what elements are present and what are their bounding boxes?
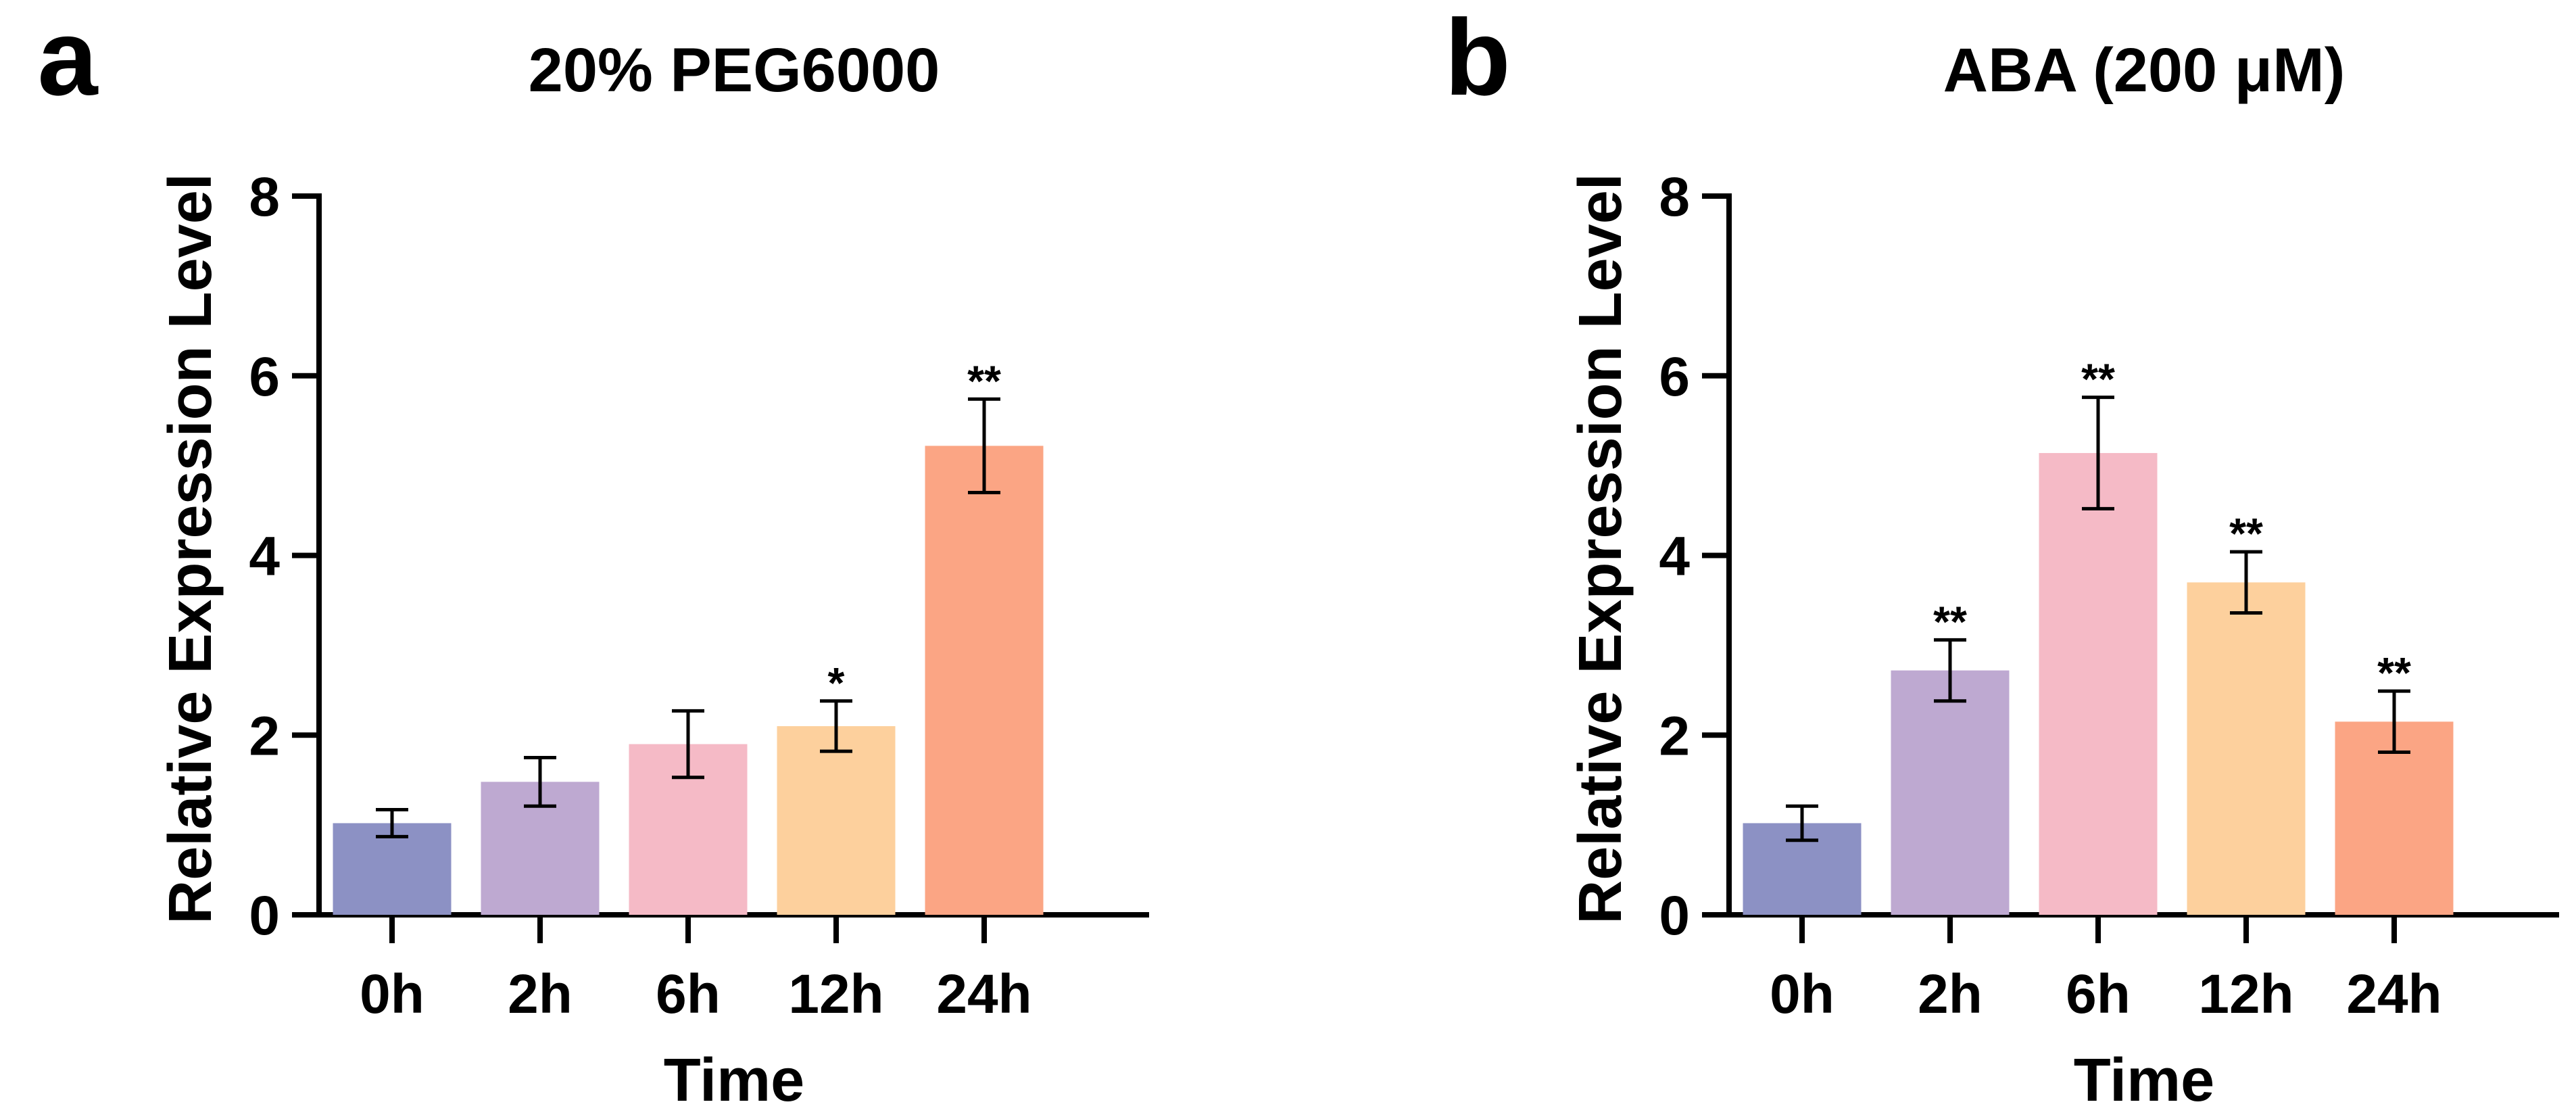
bar-12h: [777, 725, 896, 915]
panel-label: a: [38, 0, 99, 118]
y-tick-label: 8: [249, 166, 280, 228]
significance-marker: **: [2081, 355, 2115, 404]
y-axis-title: Relative Expression Level: [157, 173, 224, 924]
bar-2h: [1891, 670, 2010, 915]
y-axis-title: Relative Expression Level: [1567, 173, 1634, 924]
x-tick-label: 0h: [360, 963, 424, 1025]
bar-6h: [2039, 453, 2158, 915]
chart-title: 20% PEG6000: [529, 36, 940, 105]
x-tick-label: 12h: [2198, 963, 2293, 1025]
bar-0h: [333, 823, 452, 915]
y-tick-label: 6: [249, 346, 280, 408]
panel-label: b: [1444, 0, 1511, 118]
panel-b: b ABA (200 μM) 0 2 4 6 8 Relative Expression Le…: [1444, 0, 2559, 1114]
y-tick-label: 6: [1659, 346, 1690, 408]
x-tick-label: 12h: [788, 963, 883, 1025]
y-tick-label: 2: [1659, 705, 1690, 767]
x-tick-label: 2h: [1918, 963, 1983, 1025]
panel-a: a 20% PEG6000 0 2 4 6 8 Relative Expression Lev…: [38, 0, 1149, 1114]
x-tick-label: 24h: [2346, 963, 2441, 1025]
x-axis-title: Time: [2074, 1047, 2214, 1114]
y-tick-label: 8: [1659, 166, 1690, 228]
chart-title: ABA (200 μM): [1943, 36, 2346, 105]
significance-marker: **: [1933, 597, 1967, 646]
y-tick-label: 4: [1659, 526, 1690, 588]
bar-24h: [925, 446, 1044, 915]
x-tick-label: 0h: [1770, 963, 1834, 1025]
x-axis-title: Time: [664, 1047, 804, 1114]
bar-12h: [2187, 582, 2306, 915]
significance-marker: **: [2229, 509, 2263, 558]
y-tick-label: 0: [1659, 885, 1690, 947]
x-tick-label: 2h: [508, 963, 573, 1025]
significance-marker: **: [2377, 648, 2411, 697]
x-tick-label: 6h: [656, 963, 721, 1025]
significance-marker: **: [967, 356, 1001, 405]
significance-marker: *: [828, 659, 845, 707]
y-tick-label: 4: [249, 526, 280, 588]
y-tick-label: 0: [249, 885, 280, 947]
y-tick-label: 2: [249, 705, 280, 767]
x-tick-label: 24h: [936, 963, 1031, 1025]
x-tick-label: 6h: [2066, 963, 2131, 1025]
